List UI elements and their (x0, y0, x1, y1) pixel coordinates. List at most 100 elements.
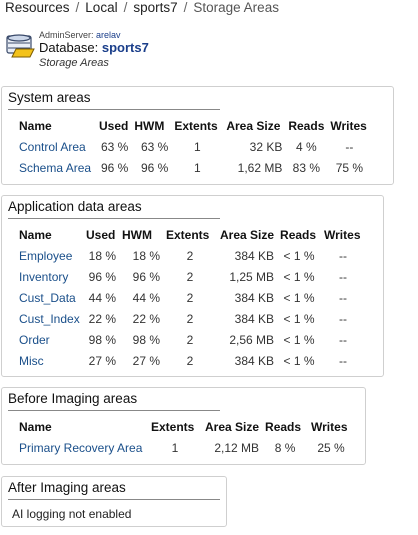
column-header: Reads (280, 227, 317, 242)
table-row: Cust_Index 22 % 22 % 2 384 KB < 1 % -- (16, 308, 365, 329)
area-name-link[interactable]: Misc (19, 353, 44, 368)
extents-cell: 1 (194, 160, 201, 175)
column-header: Area Size (220, 227, 275, 242)
writes-cell: -- (339, 353, 348, 368)
writes-cell: -- (339, 269, 348, 284)
area-name-link[interactable]: Order (19, 332, 50, 347)
column-header: Writes (330, 118, 367, 133)
column-header: Name (19, 227, 52, 242)
used-cell: 96 % (100, 160, 129, 175)
reads-cell: < 1 % (283, 353, 315, 368)
area-size-cell: 384 KB (234, 248, 275, 263)
column-header: Area Size (226, 118, 281, 133)
extents-cell: 2 (186, 269, 194, 284)
application-areas-table: Name Used HWM Extents Area Size Reads Wr… (16, 224, 365, 371)
table-row: Employee 18 % 18 % 2 384 KB < 1 % -- (16, 245, 365, 266)
reads-cell: < 1 % (283, 311, 315, 326)
area-name-link[interactable]: Primary Recovery Area (19, 440, 143, 455)
area-size-cell: 32 KB (249, 139, 283, 154)
hwm-cell: 27 % (132, 353, 160, 368)
area-size-cell: 384 KB (234, 311, 275, 326)
writes-cell: -- (339, 248, 348, 263)
extents-cell: 2 (186, 290, 194, 305)
table-row: Schema Area 96 % 96 % 1 1,62 MB 83 % 75 … (16, 157, 371, 178)
area-size-cell: 2,12 MB (214, 440, 260, 455)
before-imaging-panel: Before Imaging areas Name Extents Area S… (1, 387, 366, 465)
area-name-link[interactable]: Inventory (19, 269, 69, 284)
hwm-cell: 63 % (140, 139, 169, 154)
column-header: Extents (174, 118, 218, 133)
application-areas-panel: Application data areas Name Used HWM Ext… (1, 195, 384, 377)
writes-cell: -- (339, 311, 348, 326)
database-icon (6, 33, 36, 59)
area-size-cell: 1,62 MB (237, 160, 283, 175)
reads-cell: < 1 % (283, 332, 315, 347)
breadcrumb-sports7[interactable]: sports7 (133, 0, 178, 15)
before-imaging-table: Name Extents Area Size Reads Writes Prim… (16, 416, 354, 458)
admin-server-link[interactable]: arelav (96, 30, 121, 40)
area-name-link[interactable]: Control Area (19, 139, 86, 154)
extents-cell: 1 (194, 139, 201, 154)
before-imaging-title: Before Imaging areas (8, 391, 220, 411)
breadcrumb-current: Storage Areas (193, 0, 279, 15)
hwm-cell: 96 % (132, 269, 160, 284)
breadcrumb-separator: / (75, 0, 80, 15)
database-name-link[interactable]: sports7 (101, 40, 149, 55)
area-size-cell: 2,56 MB (229, 332, 275, 347)
area-name-link[interactable]: Schema Area (19, 160, 92, 175)
used-cell: 18 % (88, 248, 116, 263)
breadcrumb-separator: / (183, 0, 188, 15)
table-row: Cust_Data 44 % 44 % 2 384 KB < 1 % -- (16, 287, 365, 308)
area-size-cell: 384 KB (234, 353, 275, 368)
reads-cell: < 1 % (283, 269, 315, 284)
system-areas-table: Name Used HWM Extents Area Size Reads Wr… (16, 115, 371, 178)
table-row: Misc 27 % 27 % 2 384 KB < 1 % -- (16, 350, 365, 371)
admin-server-line: AdminServer: arelav (39, 30, 149, 40)
reads-cell: < 1 % (283, 248, 315, 263)
column-header: Area Size (205, 419, 260, 434)
breadcrumb: Resources / Local / sports7 / Storage Areas (5, 0, 279, 15)
writes-cell: -- (339, 332, 348, 347)
area-name-link[interactable]: Cust_Index (19, 311, 80, 326)
area-name-link[interactable]: Employee (19, 248, 73, 263)
database-line: Database: sports7 (39, 40, 149, 56)
breadcrumb-local[interactable]: Local (85, 0, 118, 15)
admin-server-label: AdminServer: (39, 30, 94, 40)
used-cell: 44 % (88, 290, 116, 305)
breadcrumb-resources[interactable]: Resources (5, 0, 70, 15)
column-header: Writes (324, 227, 361, 242)
area-size-cell: 1,25 MB (229, 269, 275, 284)
column-header: Used (86, 227, 116, 242)
writes-cell: 25 % (317, 440, 345, 455)
table-row: Control Area 63 % 63 % 1 32 KB 4 % -- (16, 136, 371, 157)
reads-cell: < 1 % (283, 290, 315, 305)
reads-cell: 8 % (274, 440, 296, 455)
column-header: Reads (288, 118, 325, 133)
writes-cell: -- (345, 139, 354, 154)
extents-cell: 2 (186, 248, 194, 263)
used-cell: 27 % (88, 353, 116, 368)
page-subtitle: Storage Areas (39, 57, 109, 69)
after-imaging-title: After Imaging areas (8, 480, 220, 500)
hwm-cell: 44 % (132, 290, 160, 305)
table-row: Order 98 % 98 % 2 2,56 MB < 1 % -- (16, 329, 365, 350)
ai-status-message: AI logging not enabled (12, 507, 132, 521)
extents-cell: 2 (186, 353, 194, 368)
system-areas-panel: System areas Name Used HWM Extents Area … (1, 86, 394, 185)
column-header: HWM (134, 118, 165, 133)
hwm-cell: 98 % (132, 332, 160, 347)
area-name-link[interactable]: Cust_Data (19, 290, 76, 305)
column-header: Writes (311, 419, 348, 434)
used-cell: 22 % (88, 311, 116, 326)
database-label: Database: (39, 40, 99, 55)
system-areas-title: System areas (8, 90, 220, 110)
writes-cell: 75 % (335, 160, 364, 175)
column-header: Name (19, 118, 52, 133)
column-header: HWM (122, 227, 152, 242)
extents-cell: 2 (186, 332, 194, 347)
area-size-cell: 384 KB (234, 290, 275, 305)
application-areas-title: Application data areas (8, 199, 220, 219)
used-cell: 96 % (88, 269, 116, 284)
breadcrumb-separator: / (123, 0, 128, 15)
table-row: Inventory 96 % 96 % 2 1,25 MB < 1 % -- (16, 266, 365, 287)
